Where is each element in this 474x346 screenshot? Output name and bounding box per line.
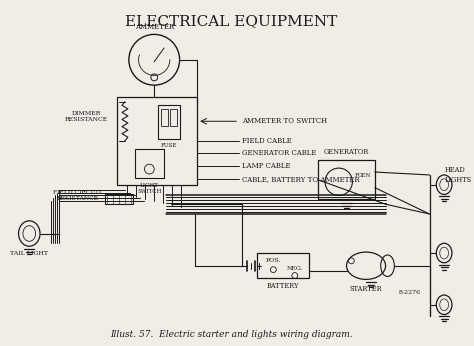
Bar [135, 148, 164, 178]
Text: GEN: GEN [357, 173, 371, 179]
Text: AMMETER TO SWITCH: AMMETER TO SWITCH [242, 117, 327, 125]
Bar [117, 97, 197, 185]
Text: STARTER: STARTER [350, 285, 383, 293]
Text: F: F [355, 173, 358, 179]
Bar [318, 160, 375, 199]
Text: FUSE: FUSE [161, 143, 177, 148]
Bar [170, 109, 177, 126]
Text: DIMMER
RESISTANCE: DIMMER RESISTANCE [64, 111, 108, 122]
Bar [257, 253, 310, 279]
Text: LIGHT
SWITCH: LIGHT SWITCH [137, 183, 162, 193]
Bar [105, 194, 133, 204]
Text: GENERATOR: GENERATOR [324, 148, 369, 156]
Text: NEG.: NEG. [286, 266, 303, 271]
Text: LAMP CABLE: LAMP CABLE [242, 162, 291, 170]
Text: GENERATOR CABLE: GENERATOR CABLE [242, 149, 317, 157]
Text: POS.: POS. [265, 258, 281, 263]
Text: CABLE, BATTERY TO AMMETER: CABLE, BATTERY TO AMMETER [242, 175, 360, 183]
Text: ELECTRICAL EQUIPMENT: ELECTRICAL EQUIPMENT [125, 14, 337, 28]
Text: TAIL LIGHT: TAIL LIGHT [10, 251, 48, 256]
Text: Illust. 57.  Electric starter and lights wiring diagram.: Illust. 57. Electric starter and lights … [110, 329, 353, 339]
Text: AMMETER: AMMETER [135, 24, 174, 31]
Text: BATTERY: BATTERY [267, 282, 299, 290]
Text: FIELD CABLE: FIELD CABLE [242, 137, 292, 145]
Text: 8-2276: 8-2276 [398, 290, 420, 294]
Bar [161, 109, 168, 126]
Text: HEAD
LIGHTS: HEAD LIGHTS [444, 166, 471, 183]
Bar [158, 105, 180, 139]
Text: FIELD CIRCUIT
RESISTANCE: FIELD CIRCUIT RESISTANCE [54, 190, 103, 201]
